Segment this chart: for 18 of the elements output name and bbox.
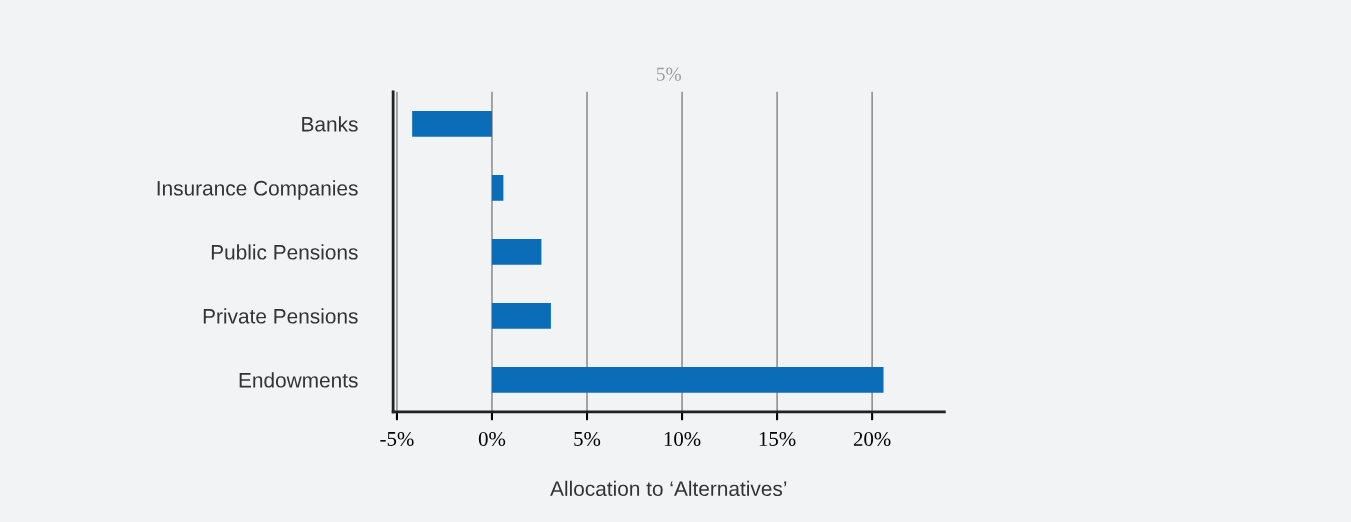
x-tick-label: 10%: [664, 431, 701, 447]
x-tick-label: 0%: [478, 431, 506, 447]
bar: [491, 367, 884, 393]
x-axis-title: Allocation to ‘Alternatives’: [550, 480, 787, 497]
x-tick-label: 15%: [759, 431, 796, 447]
y-tick-label: Banks: [302, 116, 358, 132]
x-tick-label: -5%: [380, 431, 414, 447]
x-tick-label: 20%: [853, 431, 891, 447]
bar: [491, 175, 504, 201]
y-tick-label: Public Pensions: [211, 244, 358, 260]
bar: [412, 111, 492, 137]
text: 5%: [656, 67, 682, 81]
y-tick-label: Insurance Companies: [157, 180, 358, 200]
bar: [491, 303, 551, 329]
bar: [491, 239, 542, 265]
x-tick-label: 5%: [574, 431, 601, 447]
y-tick-label: Private Pensions: [203, 308, 358, 324]
y-tick-label: Endowments: [239, 372, 358, 388]
